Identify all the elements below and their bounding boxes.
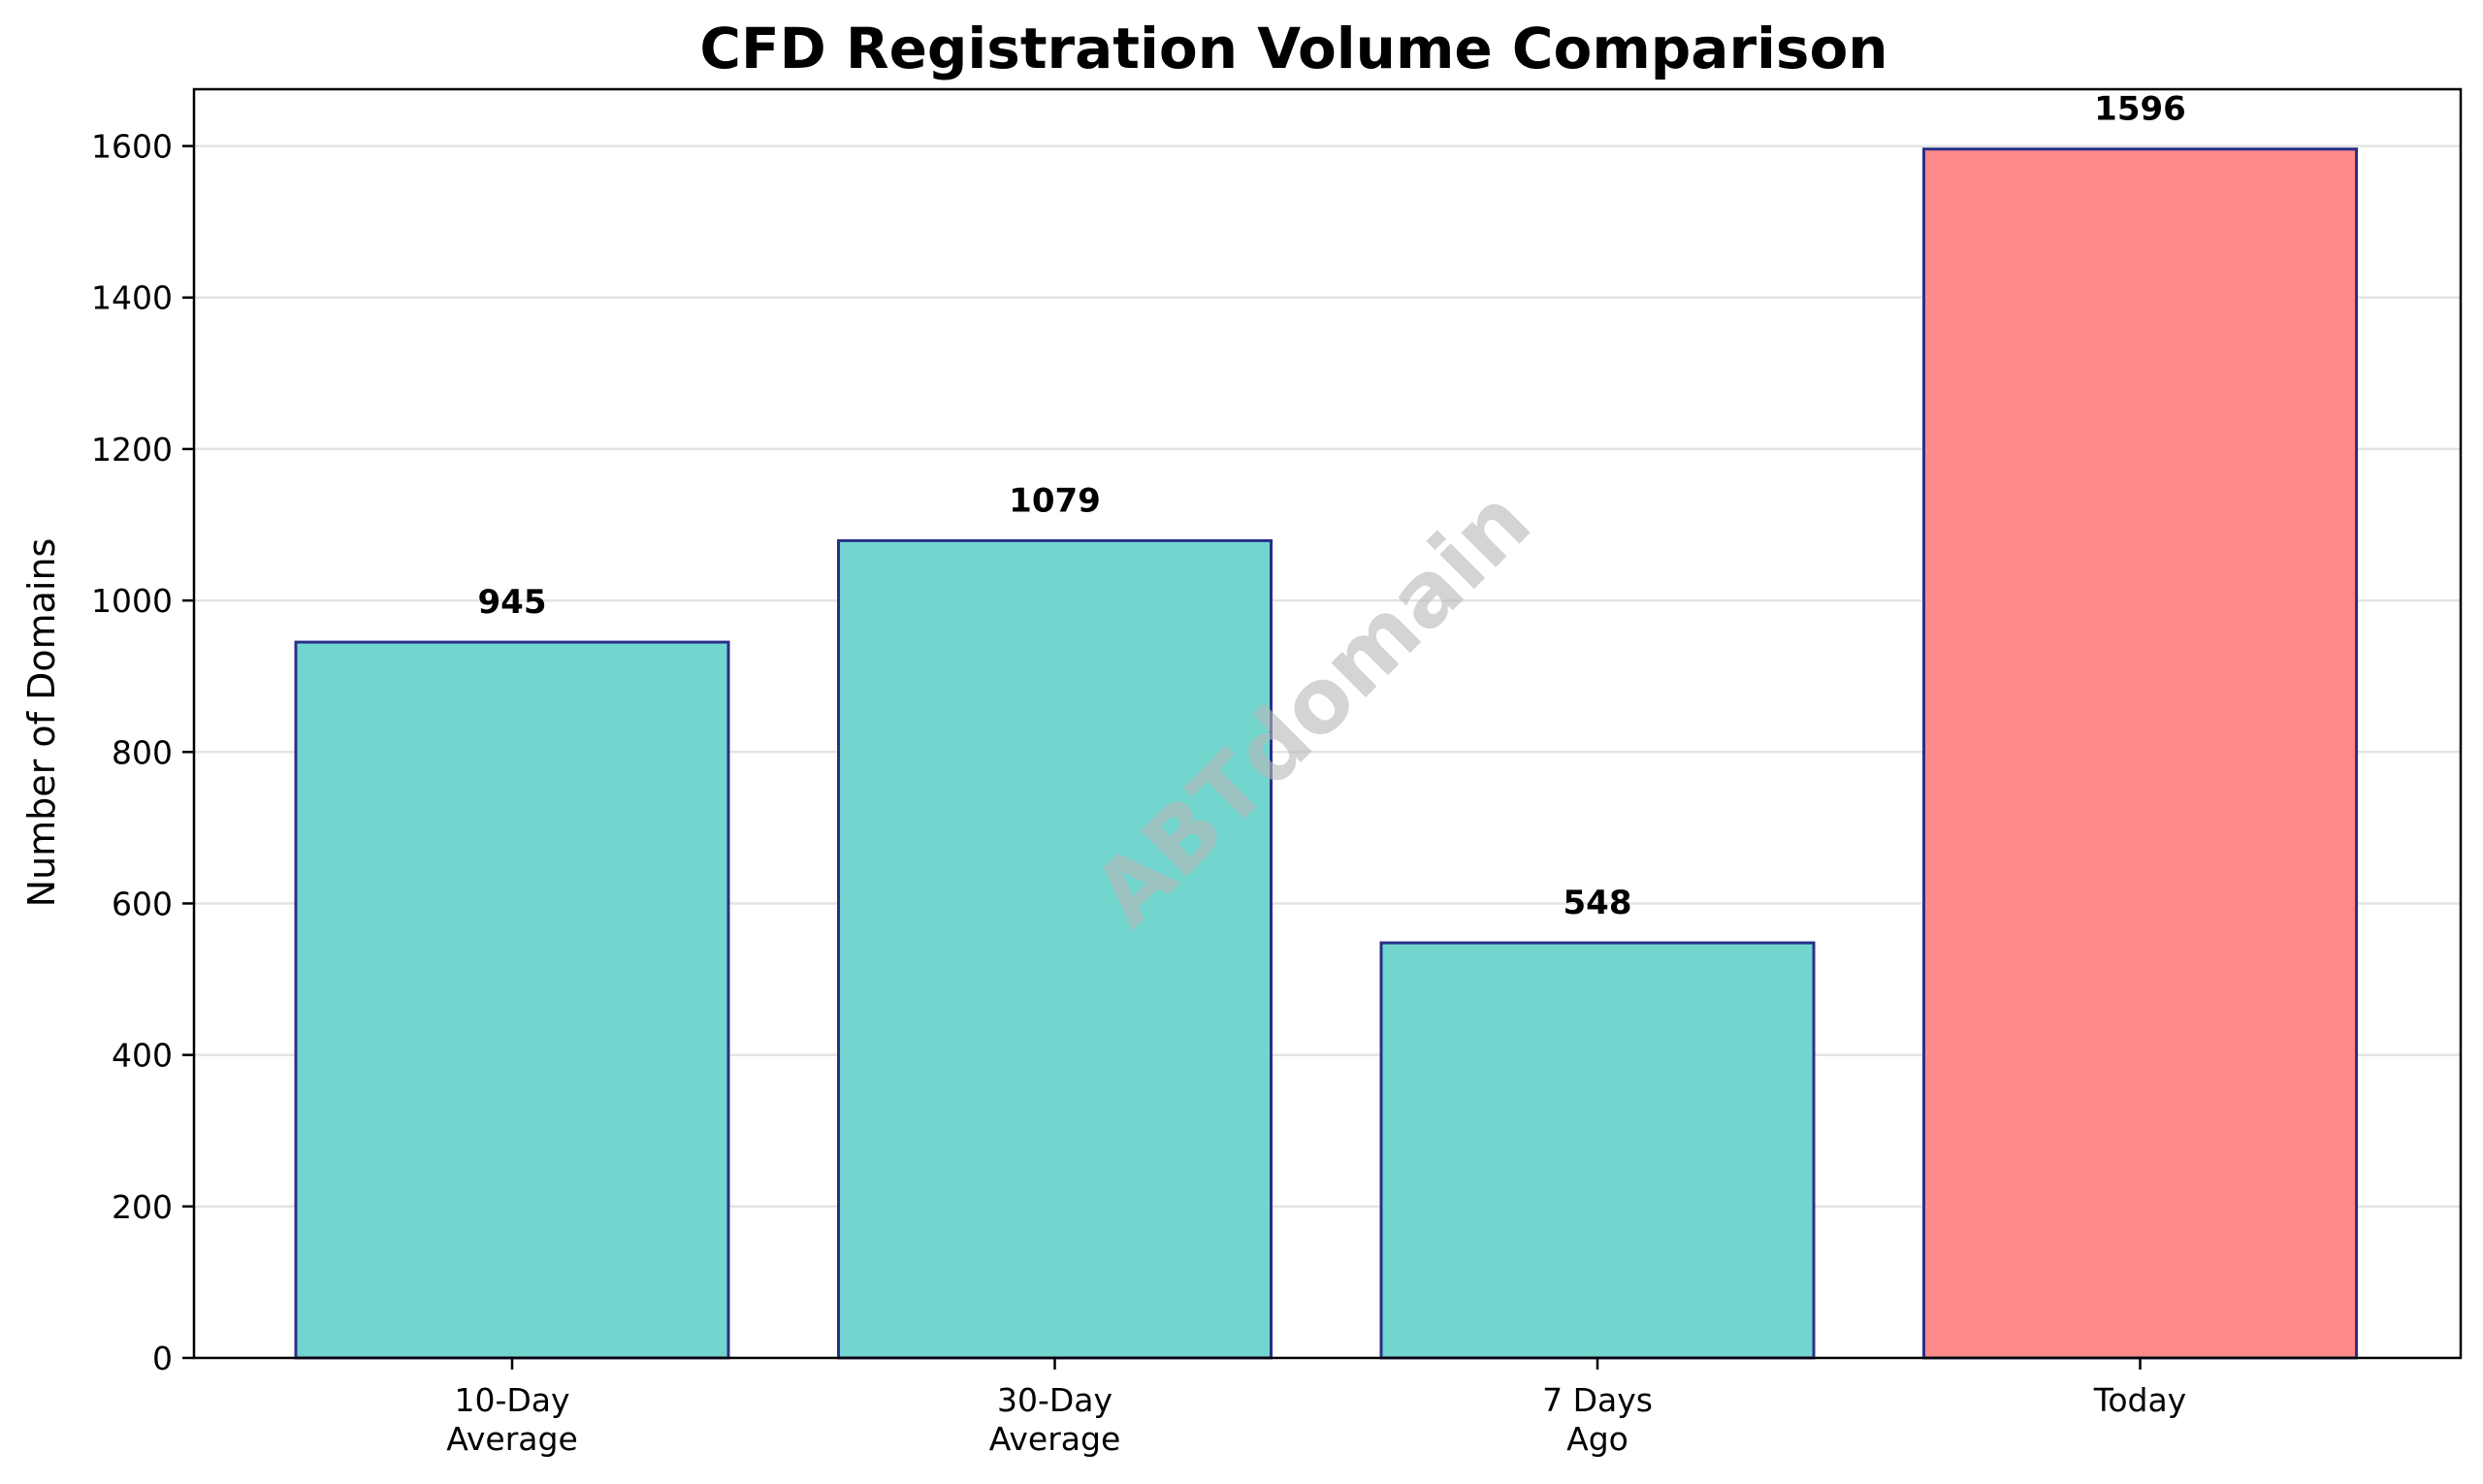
data-label: 1079 — [1009, 481, 1101, 520]
y-tick-label: 600 — [112, 885, 173, 922]
x-tick-label: 30-Day Average — [989, 1381, 1121, 1458]
y-axis-label: Number of Domains — [20, 538, 63, 908]
y-tick-label: 200 — [112, 1188, 173, 1226]
data-label: 1596 — [2094, 90, 2186, 129]
chart-title: CFD Registration Volume Comparison — [699, 16, 1887, 81]
data-labels: 945 1079 548 1596 — [478, 90, 2186, 922]
y-tick-label: 1600 — [91, 128, 173, 166]
x-tick-label-line: Ago — [1566, 1420, 1628, 1458]
y-tick-label: 1000 — [91, 582, 173, 620]
y-tick-label: 1400 — [91, 279, 173, 317]
x-tick-label-line: 30-Day — [997, 1381, 1113, 1419]
data-label: 945 — [478, 583, 547, 622]
x-tick-label-line: Average — [989, 1420, 1121, 1458]
y-tick-label: 0 — [152, 1339, 173, 1377]
x-tick-label-line: Average — [446, 1420, 578, 1458]
bar — [1922, 147, 2358, 1360]
data-label: 548 — [1564, 884, 1632, 922]
x-tick-label: 10-Day Average — [446, 1381, 578, 1458]
x-tick-label: Today — [2093, 1381, 2186, 1419]
bar — [837, 538, 1273, 1360]
bars — [294, 147, 2358, 1360]
x-tick-label-line: 10-Day — [454, 1381, 569, 1419]
plot-frame — [192, 87, 2463, 1360]
y-tick-label: 1200 — [91, 431, 173, 468]
x-tick-label-line: Today — [2093, 1381, 2186, 1419]
y-tick-label: 400 — [112, 1037, 173, 1075]
x-tick-label: 7 Days Ago — [1542, 1381, 1653, 1458]
y-tick-label: 800 — [112, 733, 173, 771]
bar — [1379, 941, 1816, 1360]
bar — [294, 640, 730, 1360]
x-tick-label-line: 7 Days — [1542, 1381, 1653, 1419]
